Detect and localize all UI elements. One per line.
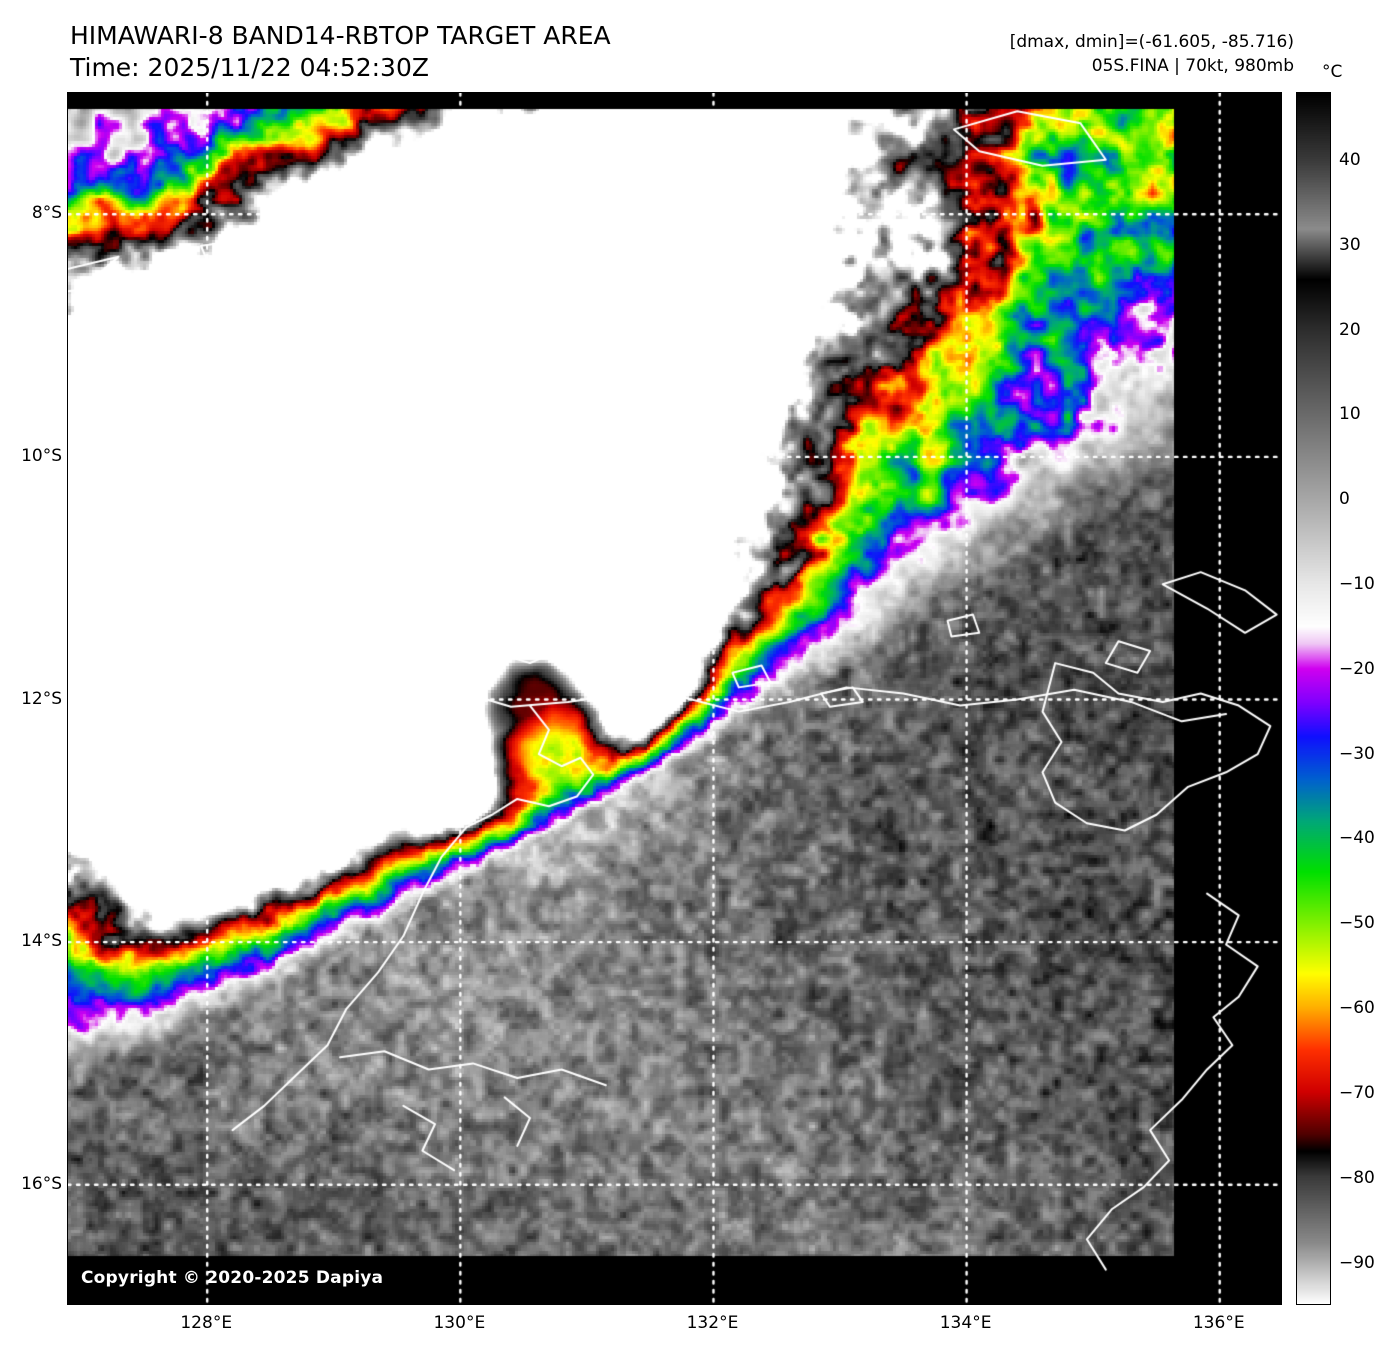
colorbar-tick-2: 20 — [1339, 319, 1361, 340]
header-meta-block: [dmax, dmin]=(-61.605, -85.716) 05S.FINA… — [1010, 30, 1294, 78]
latitude-tick-3: 14°S — [21, 931, 62, 952]
latitude-tick-4: 16°S — [21, 1173, 62, 1194]
colorbar-tick-13: −90 — [1339, 1252, 1375, 1273]
colorbar-tick-4: 0 — [1339, 489, 1350, 510]
longitude-tick-1: 130°E — [433, 1313, 486, 1333]
colorbar-tick-9: −50 — [1339, 913, 1375, 934]
header-title-block: HIMAWARI-8 BAND14-RBTOP TARGET AREA Time… — [70, 20, 611, 84]
data-range-label: [dmax, dmin]=(-61.605, -85.716) — [1009, 32, 1294, 52]
colorbar-tick-7: −30 — [1339, 743, 1375, 764]
colorbar-tick-1: 30 — [1339, 234, 1361, 255]
page-title: HIMAWARI-8 BAND14-RBTOP TARGET AREA — [70, 21, 611, 50]
colorbar-tick-3: 10 — [1339, 404, 1361, 425]
coastline-and-graticule-layer — [68, 93, 1281, 1304]
colorbar-unit-label: °C — [1322, 62, 1343, 82]
copyright-label: Copyright © 2020-2025 Dapiya — [81, 1268, 384, 1288]
colorbar-gradient — [1297, 93, 1330, 1304]
colorbar-tick-8: −40 — [1339, 828, 1375, 849]
longitude-tick-3: 134°E — [939, 1313, 992, 1333]
satellite-map[interactable]: Copyright © 2020-2025 Dapiya — [67, 92, 1282, 1305]
longitude-tick-2: 132°E — [686, 1313, 739, 1333]
colorbar-tick-6: −20 — [1339, 658, 1375, 679]
colorbar-tick-10: −60 — [1339, 998, 1375, 1019]
longitude-tick-4: 136°E — [1192, 1313, 1245, 1333]
colorbar-tick-12: −80 — [1339, 1167, 1375, 1188]
colorbar-tick-0: 40 — [1339, 149, 1361, 170]
latitude-tick-1: 10°S — [21, 445, 62, 466]
colorbar-tick-5: −10 — [1339, 573, 1375, 594]
colorbar-tick-11: −70 — [1339, 1082, 1375, 1103]
latitude-tick-2: 12°S — [21, 688, 62, 709]
longitude-tick-0: 128°E — [180, 1313, 233, 1333]
latitude-tick-0: 8°S — [31, 203, 62, 224]
timestamp-label: Time: 2025/11/22 04:52:30Z — [70, 53, 429, 82]
storm-info-label: 05S.FINA | 70kt, 980mb — [1091, 56, 1294, 76]
colorbar[interactable] — [1296, 92, 1331, 1305]
